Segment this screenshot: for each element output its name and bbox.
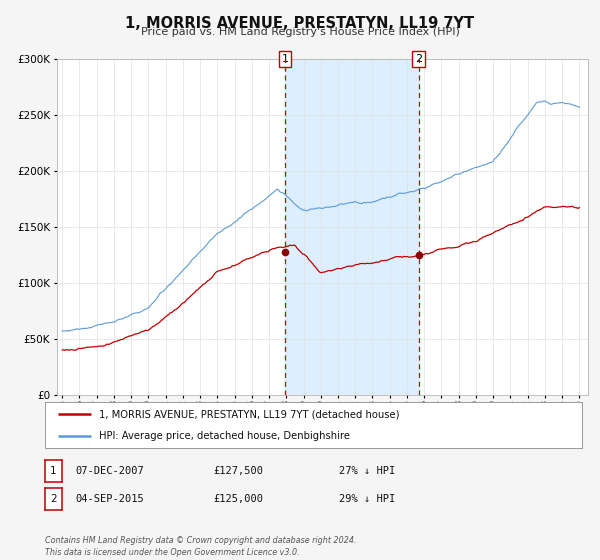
Bar [285,59,419,395]
Text: 1, MORRIS AVENUE, PRESTATYN, LL19 7YT: 1, MORRIS AVENUE, PRESTATYN, LL19 7YT [125,16,475,31]
Text: Price paid vs. HM Land Registry's House Price Index (HPI): Price paid vs. HM Land Registry's House … [140,27,460,37]
Text: £125,000: £125,000 [213,494,263,504]
Text: 07-DEC-2007: 07-DEC-2007 [75,466,144,476]
Text: 1: 1 [281,54,289,64]
Text: £127,500: £127,500 [213,466,263,476]
Text: 1: 1 [50,466,57,476]
Text: Contains HM Land Registry data © Crown copyright and database right 2024.
This d: Contains HM Land Registry data © Crown c… [45,536,356,557]
Text: 27% ↓ HPI: 27% ↓ HPI [339,466,395,476]
Text: 1, MORRIS AVENUE, PRESTATYN, LL19 7YT (detached house): 1, MORRIS AVENUE, PRESTATYN, LL19 7YT (d… [98,409,399,419]
Text: 29% ↓ HPI: 29% ↓ HPI [339,494,395,504]
Text: 2: 2 [415,54,422,64]
Text: 2: 2 [50,494,57,504]
Text: 04-SEP-2015: 04-SEP-2015 [75,494,144,504]
Text: HPI: Average price, detached house, Denbighshire: HPI: Average price, detached house, Denb… [98,431,350,441]
